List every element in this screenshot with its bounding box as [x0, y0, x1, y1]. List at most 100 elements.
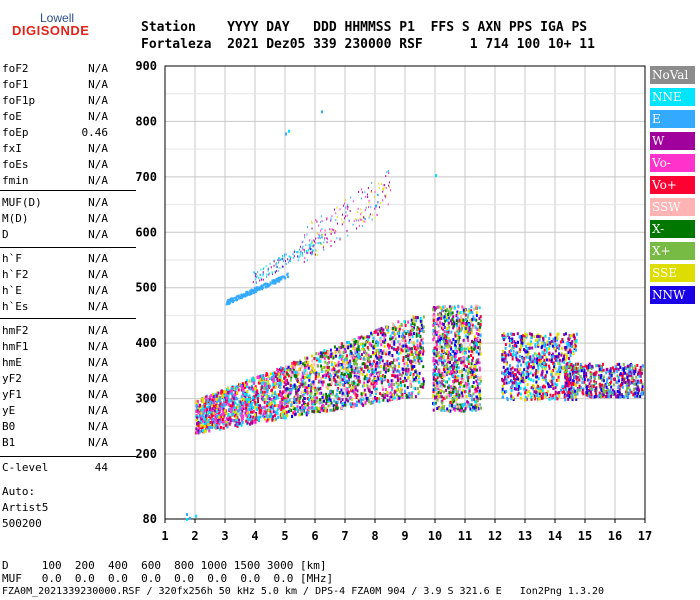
echo-point — [435, 348, 438, 352]
echo-point — [451, 305, 454, 309]
echo-point — [400, 348, 403, 352]
echo-point — [240, 385, 243, 389]
echo-point — [308, 378, 311, 382]
echo-point — [479, 397, 482, 401]
echo-point — [502, 358, 505, 362]
echo-point — [455, 400, 458, 404]
echo-point — [434, 359, 437, 363]
echo-point — [366, 357, 369, 361]
echo-point — [527, 356, 530, 360]
echo-point — [294, 376, 297, 380]
echo-point — [597, 364, 600, 368]
echo-point — [558, 344, 561, 348]
echo-point — [432, 315, 435, 319]
echo-point — [407, 348, 410, 352]
echo-point — [631, 369, 634, 373]
echo-point — [470, 375, 473, 379]
echo-point — [381, 377, 384, 381]
echo-point — [638, 381, 641, 385]
echo-point — [388, 362, 391, 366]
echo-point — [476, 327, 479, 331]
echo-point — [504, 359, 507, 363]
echo-point — [344, 350, 347, 354]
echo-point — [620, 393, 623, 397]
echo-point — [556, 344, 559, 348]
echo-point — [379, 356, 382, 360]
echo-point — [555, 378, 558, 382]
echo-point — [556, 359, 559, 363]
echo-point — [349, 352, 352, 356]
echo-point — [552, 393, 555, 397]
echo-point — [538, 338, 541, 342]
echo-point — [390, 382, 393, 386]
echo-point — [231, 301, 234, 304]
echo-point — [552, 337, 555, 341]
echo-point — [415, 319, 418, 323]
echo-point — [446, 393, 449, 397]
echo-point — [455, 397, 458, 401]
echo-point — [462, 338, 465, 342]
echo-point — [296, 405, 299, 409]
echo-point — [390, 397, 393, 401]
echo-point — [638, 374, 641, 378]
param-d-label: D — [2, 228, 9, 241]
echo-point — [625, 366, 628, 370]
echo-point — [232, 419, 235, 423]
echo-point — [351, 389, 354, 393]
echo-point — [383, 375, 386, 379]
echo-point — [422, 315, 425, 319]
echo-point — [238, 418, 241, 422]
echo-point — [452, 324, 455, 328]
echo-point — [459, 384, 462, 388]
echo-point — [291, 384, 294, 388]
echo-point — [319, 354, 322, 358]
echo-point — [285, 396, 288, 400]
echo-point — [422, 382, 425, 386]
echo-point — [299, 361, 302, 365]
echo-point — [232, 387, 235, 391]
echo-point — [565, 354, 568, 358]
echo-point — [199, 414, 202, 418]
echo-point — [446, 318, 449, 322]
echo-point — [577, 362, 580, 366]
echo-point — [299, 395, 302, 399]
echo-point — [219, 418, 222, 422]
echo-point — [340, 362, 343, 366]
echo-point — [621, 385, 624, 389]
echo-point — [435, 354, 438, 358]
echo-point — [460, 345, 463, 349]
echo-point — [533, 390, 536, 394]
echo-point — [327, 365, 330, 369]
echo-point — [403, 330, 406, 334]
echo-point — [276, 411, 279, 415]
echo-point — [534, 345, 537, 349]
echo-point — [398, 334, 401, 338]
echo-point — [572, 350, 575, 354]
echo-point — [636, 381, 639, 385]
echo-point — [536, 357, 539, 361]
echo-point — [443, 333, 446, 337]
echo-point — [325, 392, 328, 396]
echo-point — [466, 402, 469, 406]
echo-point — [508, 381, 511, 385]
echo-point — [622, 368, 625, 372]
echo-point — [474, 375, 477, 379]
echo-point — [567, 364, 570, 368]
echo-point — [515, 381, 518, 385]
echo-point — [618, 387, 621, 391]
echo-point — [242, 386, 245, 390]
echo-point — [522, 375, 525, 379]
echo-point — [246, 398, 249, 402]
echo-point — [216, 426, 219, 430]
echo-point — [235, 418, 238, 422]
echo-point — [196, 431, 199, 435]
echo-point — [382, 392, 385, 396]
echo-point — [630, 380, 633, 384]
echo-point — [205, 417, 208, 421]
echo-point — [301, 399, 304, 403]
echo-point — [216, 424, 219, 428]
echo-point — [624, 380, 627, 384]
param-h-e-label: h`E — [2, 284, 22, 297]
echo-point — [244, 399, 247, 403]
echo-point — [220, 417, 223, 421]
